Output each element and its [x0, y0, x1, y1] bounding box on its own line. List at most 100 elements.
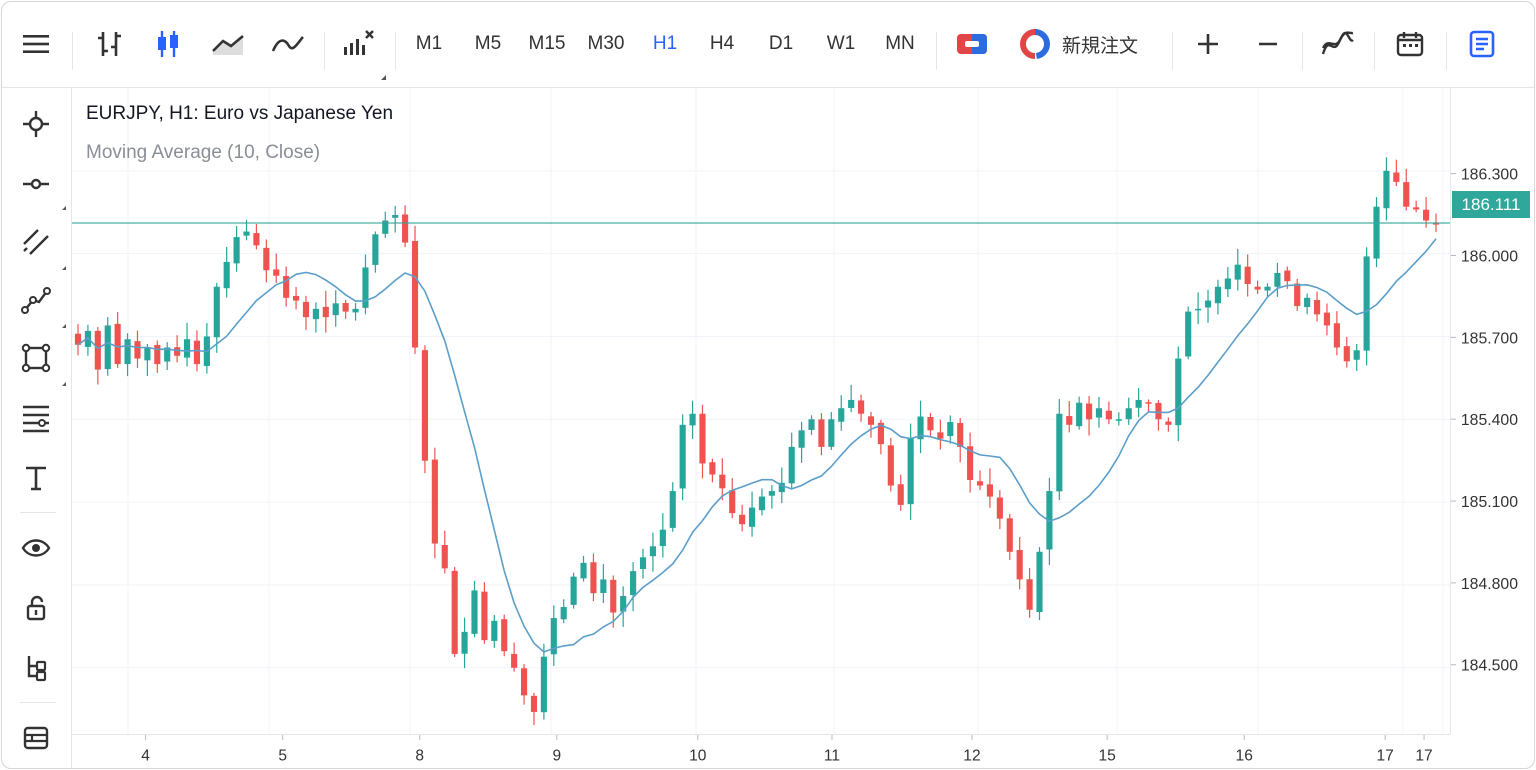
candle-body [1006, 518, 1013, 552]
candle-body [94, 330, 101, 370]
timeframe-h4[interactable]: H4 [709, 33, 735, 54]
calendar-icon[interactable] [1390, 24, 1430, 64]
fibonacci-tool-icon[interactable] [16, 398, 56, 438]
candle-body [768, 491, 775, 496]
data-window-icon[interactable] [1462, 24, 1502, 64]
candle-body [411, 240, 419, 348]
candle-body [530, 695, 538, 712]
candle-body [104, 325, 111, 370]
compare-symbols-icon[interactable] [1318, 24, 1358, 64]
candle-body [1204, 300, 1212, 308]
candle-body [501, 619, 508, 652]
candle-body [1135, 399, 1142, 408]
candle-body [778, 482, 785, 493]
candle-body [729, 490, 736, 514]
price-tick-label: 185.700 [1461, 330, 1518, 347]
parallel-lines-tool-icon[interactable] [16, 222, 56, 262]
candle-body [620, 595, 627, 612]
candle-body [183, 339, 191, 358]
candlestick-chart-type-icon[interactable] [148, 24, 188, 64]
candle-body [560, 607, 567, 620]
candle-body [1304, 297, 1311, 308]
zoom-out-icon[interactable] [1248, 24, 1288, 64]
candle-body [669, 491, 676, 528]
candle-body [748, 507, 756, 527]
candle-body [134, 341, 141, 359]
zoom-in-icon[interactable] [1188, 24, 1228, 64]
candle-body [451, 570, 458, 654]
eye-icon[interactable] [16, 528, 56, 568]
toolbar-separator [1374, 32, 1375, 70]
new-order-icon [1020, 29, 1050, 59]
crosshair-icon[interactable] [16, 104, 56, 144]
horizontal-line-tool-icon[interactable] [16, 164, 56, 204]
candle-body [1254, 286, 1261, 290]
timeframe-d1[interactable]: D1 [768, 33, 794, 54]
lock-icon[interactable] [16, 588, 56, 628]
object-tree-icon[interactable] [16, 648, 56, 688]
indicators-icon[interactable] [336, 24, 380, 64]
candle-body [431, 459, 438, 544]
candle-body [1353, 350, 1360, 360]
one-click-trading-icon[interactable] [950, 24, 994, 64]
candle-body [471, 590, 478, 634]
candle-body [1403, 182, 1410, 207]
candle-body [382, 220, 389, 234]
candle-body [1085, 403, 1093, 420]
candle-body [342, 303, 349, 312]
candle-body [481, 591, 488, 641]
indicator-label[interactable]: Moving Average (10, Close) [86, 142, 321, 163]
candle-body [1274, 272, 1281, 287]
timeframe-m5[interactable]: M5 [474, 33, 502, 54]
text-tool-icon[interactable] [16, 458, 56, 498]
time-tick-label: 17 [1415, 747, 1432, 764]
price-tick-label: 186.000 [1461, 248, 1518, 265]
rectangle-tool-icon[interactable] [16, 338, 56, 378]
candle-body [679, 424, 686, 489]
candle-body [838, 408, 845, 422]
candle-body [709, 462, 716, 475]
timeframe-w1[interactable]: W1 [826, 33, 856, 54]
line-chart-type-icon[interactable] [266, 24, 310, 64]
candle-body [828, 419, 835, 447]
candle-body [996, 497, 1003, 519]
candle-body [867, 416, 875, 425]
new-order-button[interactable]: 新規注文 [1018, 24, 1158, 64]
time-tick-label: 9 [553, 747, 562, 764]
trend-line-tool-icon[interactable] [16, 280, 56, 320]
time-axis[interactable]: 4 5 8 9 10 11 12 15 16 17 17 [72, 734, 1450, 769]
price-tick-label: 186.300 [1461, 167, 1518, 184]
price-tick-label: 184.800 [1461, 576, 1518, 593]
candle-body [1076, 402, 1083, 427]
candle-body [937, 432, 944, 439]
time-tick-label: 10 [689, 747, 707, 764]
templates-icon[interactable] [16, 718, 56, 758]
time-tick-label: 11 [824, 747, 840, 764]
candle-body [1155, 402, 1162, 420]
candle-body [1234, 264, 1241, 280]
candle-body [699, 413, 706, 464]
menu-icon[interactable] [16, 24, 56, 64]
candle-body [986, 484, 994, 497]
timeframe-m1[interactable]: M1 [415, 33, 443, 54]
candle-body [1244, 266, 1251, 285]
price-chart[interactable] [72, 88, 1450, 734]
candle-body [213, 286, 220, 338]
timeframe-h1[interactable]: H1 [652, 33, 678, 54]
bar-chart-type-icon[interactable] [90, 24, 130, 64]
price-axis[interactable]: 186.300 186.000 185.700 185.400 185.100 184.8… [1450, 88, 1535, 734]
candle-body [1105, 410, 1112, 420]
toolbar-separator [324, 32, 325, 70]
timeframe-mn[interactable]: MN [885, 33, 915, 54]
candle-body [1423, 209, 1430, 221]
timeframe-m15[interactable]: M15 [528, 33, 566, 54]
area-chart-type-icon[interactable] [206, 24, 250, 64]
candle-body [570, 576, 577, 605]
candle-body [1095, 408, 1103, 418]
candle-body [1383, 170, 1390, 209]
candle-body [848, 399, 855, 408]
candle-body [798, 430, 805, 448]
timeframe-m30[interactable]: M30 [587, 33, 625, 54]
candle-body [1284, 270, 1291, 282]
candle-body [1333, 323, 1340, 348]
